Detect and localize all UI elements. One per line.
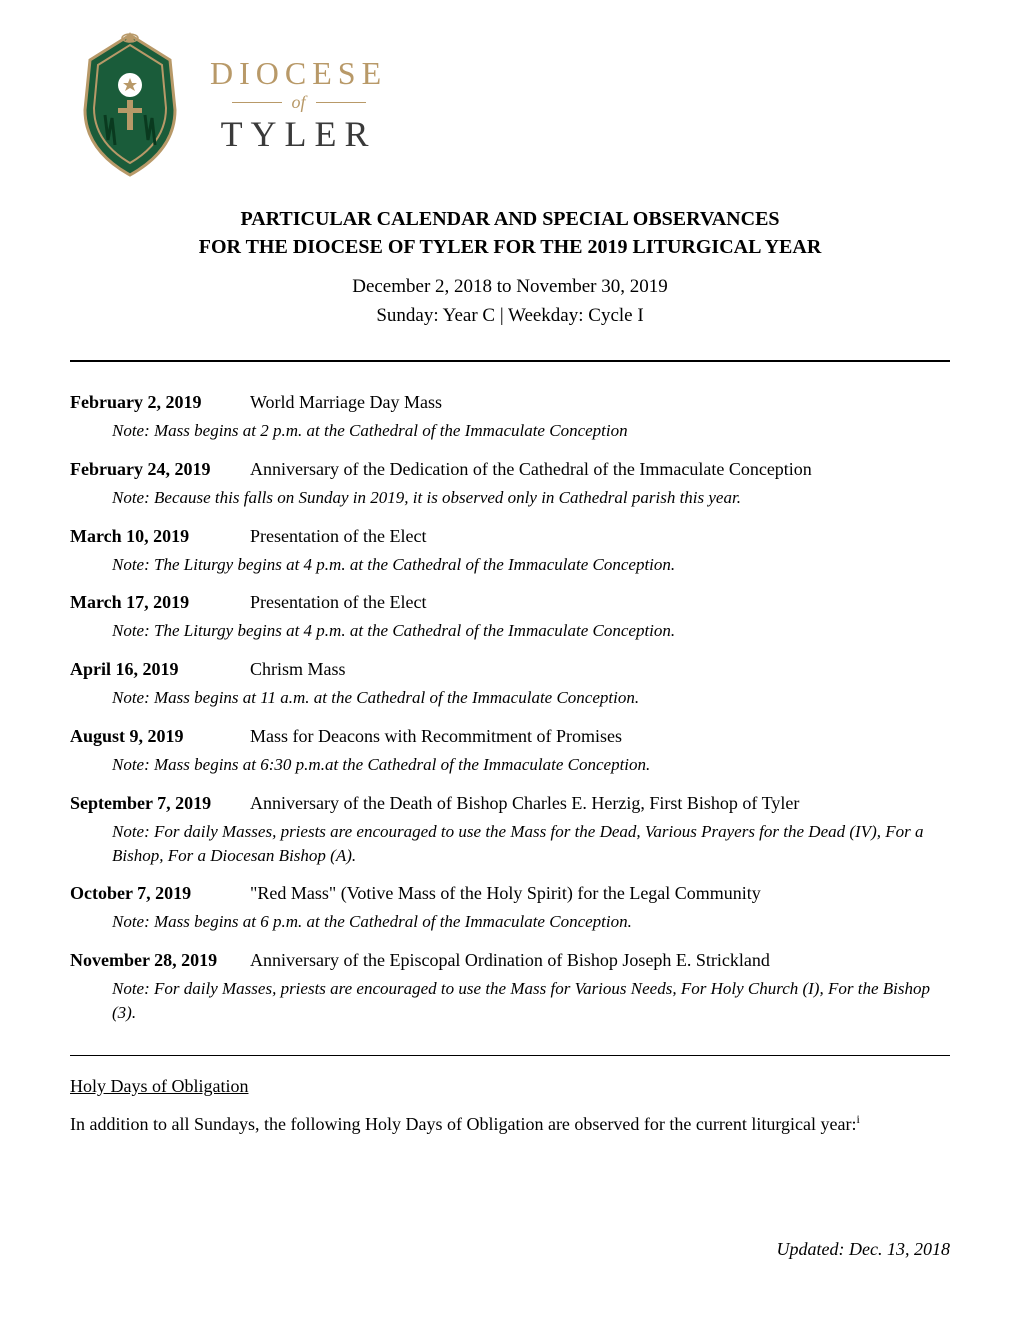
entry-header: November 28, 2019Anniversary of the Epis… xyxy=(70,950,950,971)
entry-date: February 24, 2019 xyxy=(70,459,250,480)
logo-of-line: of xyxy=(232,92,366,113)
entry-note: Note: Because this falls on Sunday in 20… xyxy=(112,486,950,510)
header-logo: DIOCESE of TYLER xyxy=(70,30,950,180)
subtitle-section: December 2, 2018 to November 30, 2019 Su… xyxy=(70,273,950,330)
entry-title: Presentation of the Elect xyxy=(250,526,950,547)
calendar-entry: September 7, 2019Anniversary of the Deat… xyxy=(70,793,950,868)
entry-note: Note: For daily Masses, priests are enco… xyxy=(112,820,950,868)
calendar-entry: November 28, 2019Anniversary of the Epis… xyxy=(70,950,950,1025)
entry-header: February 2, 2019World Marriage Day Mass xyxy=(70,392,950,413)
entry-note: Note: Mass begins at 11 a.m. at the Cath… xyxy=(112,686,950,710)
holy-days-heading: Holy Days of Obligation xyxy=(70,1076,950,1097)
title-line-2: FOR THE DIOCESE OF TYLER FOR THE 2019 LI… xyxy=(70,233,950,261)
calendar-entry: October 7, 2019 "Red Mass" (Votive Mass … xyxy=(70,883,950,934)
entry-date: March 10, 2019 xyxy=(70,526,250,547)
entry-title: Anniversary of the Dedication of the Cat… xyxy=(250,459,950,480)
entry-date: October 7, 2019 xyxy=(70,883,250,904)
logo-of: of xyxy=(292,92,306,113)
entry-date: April 16, 2019 xyxy=(70,659,250,680)
entry-title: "Red Mass" (Votive Mass of the Holy Spir… xyxy=(250,883,950,904)
logo-tyler: TYLER xyxy=(221,113,377,155)
entry-header: August 9, 2019Mass for Deacons with Reco… xyxy=(70,726,950,747)
diocese-crest-icon xyxy=(70,30,190,180)
calendar-entry: March 17, 2019Presentation of the Elect N… xyxy=(70,592,950,643)
entry-title: World Marriage Day Mass xyxy=(250,392,950,413)
subtitle-cycle: Sunday: Year C | Weekday: Cycle I xyxy=(70,302,950,331)
calendar-entry: February 2, 2019World Marriage Day Mass N… xyxy=(70,392,950,443)
entry-title: Chrism Mass xyxy=(250,659,950,680)
entry-date: September 7, 2019 xyxy=(70,793,250,814)
entry-header: October 7, 2019 "Red Mass" (Votive Mass … xyxy=(70,883,950,904)
subtitle-dates: December 2, 2018 to November 30, 2019 xyxy=(70,273,950,302)
calendar-entry: August 9, 2019Mass for Deacons with Reco… xyxy=(70,726,950,777)
entry-note: Note: Mass begins at 2 p.m. at the Cathe… xyxy=(112,419,950,443)
entry-note: Note: Mass begins at 6 p.m. at the Cathe… xyxy=(112,910,950,934)
section-divider xyxy=(70,360,950,362)
entry-title: Anniversary of the Death of Bishop Charl… xyxy=(250,793,950,814)
entry-date: February 2, 2019 xyxy=(70,392,250,413)
entry-header: September 7, 2019Anniversary of the Deat… xyxy=(70,793,950,814)
title-line-1: PARTICULAR CALENDAR AND SPECIAL OBSERVAN… xyxy=(70,205,950,233)
entry-header: March 17, 2019Presentation of the Elect xyxy=(70,592,950,613)
logo-diocese: DIOCESE xyxy=(210,55,387,92)
entry-header: February 24, 2019Anniversary of the Dedi… xyxy=(70,459,950,480)
entry-header: March 10, 2019Presentation of the Elect xyxy=(70,526,950,547)
entry-title: Presentation of the Elect xyxy=(250,592,950,613)
logo-text: DIOCESE of TYLER xyxy=(210,55,387,155)
entry-header: April 16, 2019Chrism Mass xyxy=(70,659,950,680)
title-section: PARTICULAR CALENDAR AND SPECIAL OBSERVAN… xyxy=(70,205,950,261)
entry-title: Mass for Deacons with Recommitment of Pr… xyxy=(250,726,950,747)
entry-note: Note: The Liturgy begins at 4 p.m. at th… xyxy=(112,553,950,577)
entry-date: March 17, 2019 xyxy=(70,592,250,613)
entry-note: Note: For daily Masses, priests are enco… xyxy=(112,977,950,1025)
entry-date: November 28, 2019 xyxy=(70,950,250,971)
entry-title: Anniversary of the Episcopal Ordination … xyxy=(250,950,950,971)
entry-note: Note: Mass begins at 6:30 p.m.at the Cat… xyxy=(112,753,950,777)
calendar-entry: April 16, 2019Chrism Mass Note: Mass begi… xyxy=(70,659,950,710)
section-divider-thin xyxy=(70,1055,950,1056)
footer-updated: Updated: Dec. 13, 2018 xyxy=(777,1239,950,1260)
calendar-entries: February 2, 2019World Marriage Day Mass N… xyxy=(70,392,950,1025)
calendar-entry: February 24, 2019Anniversary of the Dedi… xyxy=(70,459,950,510)
holy-days-text: In addition to all Sundays, the followin… xyxy=(70,1111,950,1137)
holy-days-body: In addition to all Sundays, the followin… xyxy=(70,1114,856,1134)
entry-date: August 9, 2019 xyxy=(70,726,250,747)
entry-note: Note: The Liturgy begins at 4 p.m. at th… xyxy=(112,619,950,643)
footnote-mark: i xyxy=(856,1112,859,1126)
calendar-entry: March 10, 2019Presentation of the Elect N… xyxy=(70,526,950,577)
